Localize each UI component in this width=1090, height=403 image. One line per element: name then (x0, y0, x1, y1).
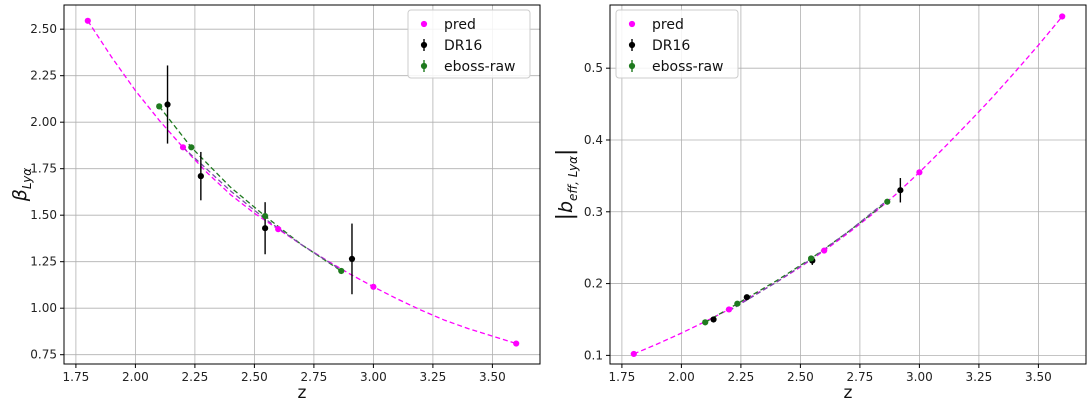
series-pred (630, 13, 1066, 358)
series-DR16 (164, 65, 356, 295)
y-tick-label: 0.3 (584, 205, 603, 219)
y-tick-label: 1.50 (30, 208, 57, 222)
legend: pred DR16 eboss-raw (615, 9, 739, 79)
legend-marker (628, 41, 636, 49)
series-eboss-raw (702, 198, 891, 326)
legend-label: eboss-raw (652, 59, 724, 75)
data-point (370, 283, 377, 290)
x-tick-label: 2.25 (182, 370, 209, 384)
x-tick-label: 3.25 (420, 370, 447, 384)
legend-label: eboss-raw (444, 59, 516, 75)
chart-panel-2: 1.75 2.00 2.25 2.50 2.75 3.00 3.25 3.50 0.1 0.2 0.… (553, 4, 1087, 403)
legend-marker (420, 41, 428, 49)
x-tick-label: 2.00 (122, 370, 149, 384)
data-point (897, 187, 904, 194)
axes-frame (63, 4, 541, 365)
x-axis-label: z (844, 383, 853, 403)
y-tick-label: 2.50 (30, 22, 57, 36)
legend-label: pred (652, 17, 684, 33)
x-tick-label: 3.50 (1025, 370, 1052, 384)
y-tick-label: 0.75 (30, 348, 57, 362)
legend-box (407, 9, 531, 79)
data-point (275, 226, 282, 233)
data-point (262, 213, 269, 220)
x-tick-label: 2.25 (728, 370, 755, 384)
legend-marker (420, 62, 428, 70)
data-point (808, 255, 815, 262)
y-axis-label: βLyα (9, 168, 34, 203)
data-point (262, 225, 269, 232)
legend-marker (420, 20, 428, 28)
data-point (1059, 13, 1066, 20)
data-point (179, 144, 187, 151)
data-point (702, 319, 709, 326)
fit-curve (158, 105, 342, 272)
data-point (821, 247, 828, 254)
y-tick-label: 1.00 (30, 301, 57, 315)
y-tick-label: 2.00 (30, 115, 57, 129)
data-point (734, 300, 741, 307)
x-tick-label: 3.25 (966, 370, 993, 384)
y-tick-label: 0.2 (584, 277, 603, 291)
series-eboss-raw (156, 103, 345, 275)
fit-curve (704, 201, 888, 323)
chart-panel-1: 1.75 2.00 2.25 2.50 2.75 3.00 3.25 3.50 0.75 1.00… (9, 4, 541, 403)
y-tick-label: 0.1 (584, 348, 603, 362)
axes-frame (609, 4, 1087, 365)
data-point (197, 173, 204, 180)
x-tick-label: 1.75 (63, 370, 90, 384)
series-pred (84, 17, 520, 347)
x-axis-label: z (298, 383, 307, 403)
x-tick-label: 2.00 (668, 370, 695, 384)
y-tick-label: 0.4 (584, 133, 603, 147)
data-point (338, 267, 345, 275)
data-point (743, 294, 750, 301)
fit-curve (633, 16, 1063, 355)
data-point (916, 169, 923, 176)
data-point (156, 103, 163, 110)
data-point (188, 144, 195, 151)
legend-box (615, 9, 739, 79)
y-tick-label: 2.25 (30, 69, 57, 83)
x-tick-label: 3.50 (479, 370, 506, 384)
x-tick-label: 2.50 (787, 370, 814, 384)
data-point (710, 316, 717, 323)
x-tick-label: 2.75 (301, 370, 328, 384)
data-point (348, 255, 356, 263)
legend-label: pred (444, 17, 476, 33)
data-point (725, 306, 733, 313)
legend-marker (628, 20, 636, 28)
y-tick-label: 1.25 (30, 255, 57, 269)
x-tick-label: 3.00 (906, 370, 933, 384)
x-tick-label: 2.50 (241, 370, 268, 384)
y-axis-label: |beff, Lyα| (553, 149, 580, 221)
data-point (84, 17, 91, 24)
data-point (164, 101, 171, 108)
legend-label: DR16 (652, 38, 690, 54)
y-tick-label: 0.5 (584, 61, 603, 75)
legend-label: DR16 (444, 38, 482, 54)
data-point (630, 350, 637, 358)
data-point (513, 340, 520, 347)
legend-marker (628, 62, 636, 70)
x-tick-label: 2.75 (847, 370, 874, 384)
data-point (884, 198, 891, 205)
legend: pred DR16 eboss-raw (407, 9, 531, 79)
x-tick-label: 1.75 (609, 370, 636, 384)
y-tick-label: 1.75 (30, 162, 57, 176)
x-tick-label: 3.00 (360, 370, 387, 384)
